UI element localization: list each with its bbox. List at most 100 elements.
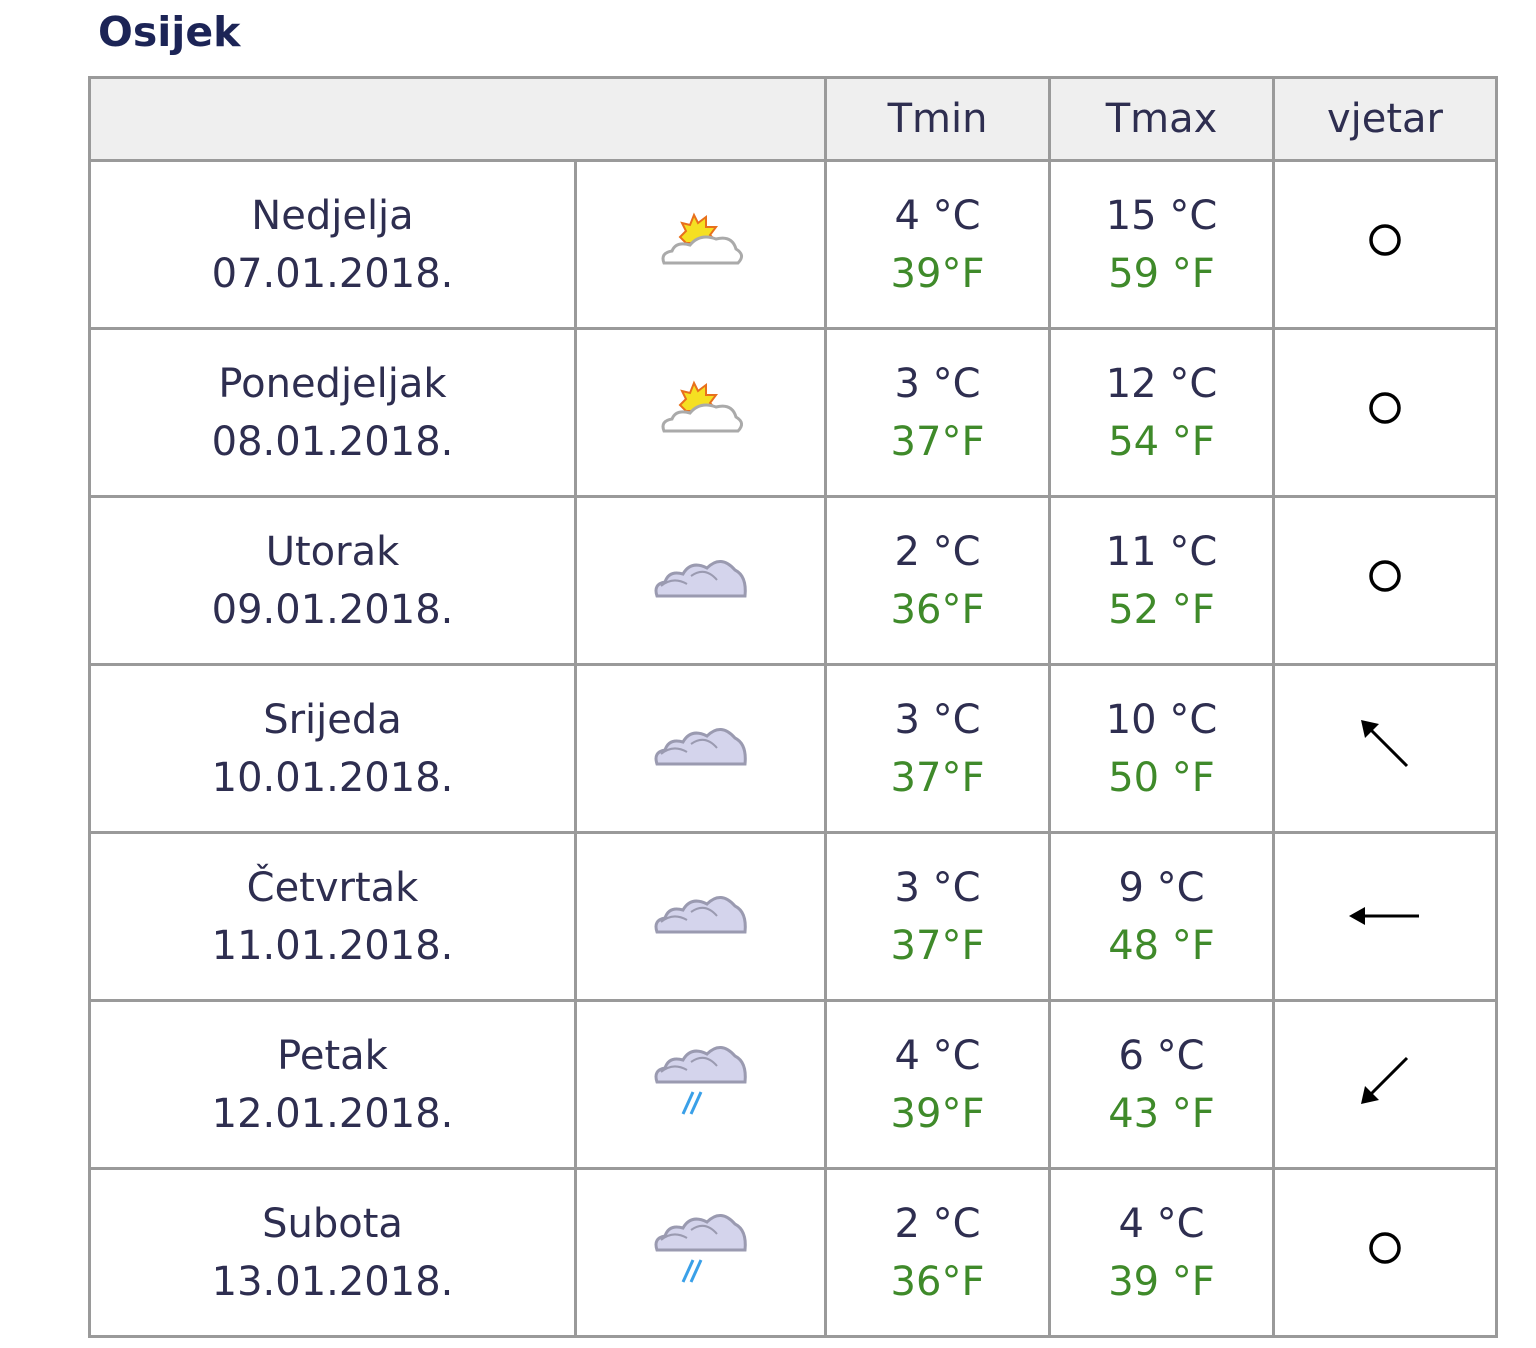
day-name: Ponedjeljak xyxy=(218,360,447,407)
tmax-cell: 10 °C 50 °F xyxy=(1048,663,1275,834)
tmax-fahrenheit: 39 °F xyxy=(1108,1258,1215,1305)
tmax-cell: 6 °C 43 °F xyxy=(1048,999,1275,1170)
tmax-celsius: 6 °C xyxy=(1118,1032,1205,1079)
header-tmax: Tmax xyxy=(1048,76,1275,162)
tmin-fahrenheit: 39°F xyxy=(890,1090,985,1137)
day-name: Srijeda xyxy=(263,696,402,743)
tmax-celsius: 12 °C xyxy=(1105,360,1218,407)
day-cell: Utorak 09.01.2018. xyxy=(88,495,577,666)
date: 12.01.2018. xyxy=(211,1090,454,1137)
header-tmin: Tmin xyxy=(824,76,1051,162)
day-name: Subota xyxy=(262,1200,403,1247)
tmax-cell: 11 °C 52 °F xyxy=(1048,495,1275,666)
partly-cloudy-icon xyxy=(656,205,746,285)
header-blank xyxy=(88,76,827,162)
forecast-table: Tmin Tmax vjetar Nedjelja 07.01.2018. 4 … xyxy=(88,76,1498,1338)
day-name: Četvrtak xyxy=(246,864,419,911)
tmin-fahrenheit: 36°F xyxy=(890,586,985,633)
day-cell: Nedjelja 07.01.2018. xyxy=(88,159,577,330)
tmin-celsius: 3 °C xyxy=(894,864,981,911)
tmax-fahrenheit: 54 °F xyxy=(1108,418,1215,465)
wind-cell xyxy=(1272,495,1498,666)
weather-cell xyxy=(574,1167,827,1338)
calm-circle-icon xyxy=(1365,388,1405,438)
tmin-fahrenheit: 39°F xyxy=(890,250,985,297)
day-cell: Ponedjeljak 08.01.2018. xyxy=(88,327,577,498)
tmin-celsius: 2 °C xyxy=(894,528,981,575)
date: 13.01.2018. xyxy=(211,1258,454,1305)
tmax-celsius: 11 °C xyxy=(1105,528,1218,575)
tmax-fahrenheit: 52 °F xyxy=(1108,586,1215,633)
weather-cell xyxy=(574,831,827,1002)
rain-icon xyxy=(651,1200,751,1305)
tmax-celsius: 4 °C xyxy=(1118,1200,1205,1247)
tmin-celsius: 2 °C xyxy=(894,1200,981,1247)
tmax-celsius: 10 °C xyxy=(1105,696,1218,743)
tmin-fahrenheit: 36°F xyxy=(890,1258,985,1305)
day-cell: Srijeda 10.01.2018. xyxy=(88,663,577,834)
calm-circle-icon xyxy=(1365,1228,1405,1278)
tmax-fahrenheit: 43 °F xyxy=(1108,1090,1215,1137)
tmax-fahrenheit: 59 °F xyxy=(1108,250,1215,297)
wind-cell xyxy=(1272,327,1498,498)
tmin-cell: 4 °C 39°F xyxy=(824,999,1051,1170)
cloudy-icon xyxy=(651,546,751,616)
wind-cell xyxy=(1272,663,1498,834)
arrow-down-left-icon xyxy=(1355,1050,1415,1120)
tmin-cell: 3 °C 37°F xyxy=(824,663,1051,834)
day-name: Petak xyxy=(277,1032,388,1079)
wind-cell xyxy=(1272,159,1498,330)
forecast-row: Srijeda 10.01.2018. 3 °C 37°F 10 °C 50 °… xyxy=(88,663,1498,834)
tmin-cell: 2 °C 36°F xyxy=(824,1167,1051,1338)
tmax-cell: 12 °C 54 °F xyxy=(1048,327,1275,498)
date: 09.01.2018. xyxy=(211,586,454,633)
wind-cell xyxy=(1272,831,1498,1002)
partly-cloudy-icon xyxy=(656,373,746,453)
weather-cell xyxy=(574,159,827,330)
day-name: Utorak xyxy=(265,528,400,575)
calm-circle-icon xyxy=(1365,556,1405,606)
forecast-row: Utorak 09.01.2018. 2 °C 36°F 11 °C 52 °F xyxy=(88,495,1498,666)
forecast-row: Četvrtak 11.01.2018. 3 °C 37°F 9 °C 48 °… xyxy=(88,831,1498,1002)
date: 07.01.2018. xyxy=(211,250,454,297)
tmin-fahrenheit: 37°F xyxy=(890,922,985,969)
wind-cell xyxy=(1272,999,1498,1170)
tmin-fahrenheit: 37°F xyxy=(890,754,985,801)
tmin-cell: 3 °C 37°F xyxy=(824,327,1051,498)
day-cell: Petak 12.01.2018. xyxy=(88,999,577,1170)
weather-cell xyxy=(574,495,827,666)
date: 10.01.2018. xyxy=(211,754,454,801)
tmin-celsius: 4 °C xyxy=(894,192,981,239)
forecast-row: Nedjelja 07.01.2018. 4 °C 39°F 15 °C 59 … xyxy=(88,159,1498,330)
day-name: Nedjelja xyxy=(251,192,414,239)
forecast-row: Ponedjeljak 08.01.2018. 3 °C 37°F 12 °C … xyxy=(88,327,1498,498)
tmin-celsius: 4 °C xyxy=(894,1032,981,1079)
rain-icon xyxy=(651,1032,751,1137)
day-cell: Četvrtak 11.01.2018. xyxy=(88,831,577,1002)
tmin-cell: 4 °C 39°F xyxy=(824,159,1051,330)
tmax-fahrenheit: 48 °F xyxy=(1108,922,1215,969)
tmin-fahrenheit: 37°F xyxy=(890,418,985,465)
date: 08.01.2018. xyxy=(211,418,454,465)
forecast-row: Subota 13.01.2018. 2 °C 36°F 4 °C 39 °F xyxy=(88,1167,1498,1338)
day-cell: Subota 13.01.2018. xyxy=(88,1167,577,1338)
cloudy-icon xyxy=(651,714,751,784)
arrow-left-icon xyxy=(1347,895,1423,941)
date: 11.01.2018. xyxy=(211,922,454,969)
tmax-cell: 9 °C 48 °F xyxy=(1048,831,1275,1002)
tmax-cell: 15 °C 59 °F xyxy=(1048,159,1275,330)
tmin-cell: 2 °C 36°F xyxy=(824,495,1051,666)
weather-cell xyxy=(574,999,827,1170)
tmin-celsius: 3 °C xyxy=(894,360,981,407)
cloudy-icon xyxy=(651,882,751,952)
tmax-fahrenheit: 50 °F xyxy=(1108,754,1215,801)
page-title: Osijek xyxy=(98,8,241,56)
tmax-cell: 4 °C 39 °F xyxy=(1048,1167,1275,1338)
forecast-row: Petak 12.01.2018. 4 °C 39°F 6 °C 43 °F xyxy=(88,999,1498,1170)
tmax-celsius: 9 °C xyxy=(1118,864,1205,911)
header-wind: vjetar xyxy=(1272,76,1498,162)
tmin-cell: 3 °C 37°F xyxy=(824,831,1051,1002)
tmin-celsius: 3 °C xyxy=(894,696,981,743)
arrow-up-left-icon xyxy=(1355,714,1415,784)
header-row: Tmin Tmax vjetar xyxy=(88,76,1498,162)
